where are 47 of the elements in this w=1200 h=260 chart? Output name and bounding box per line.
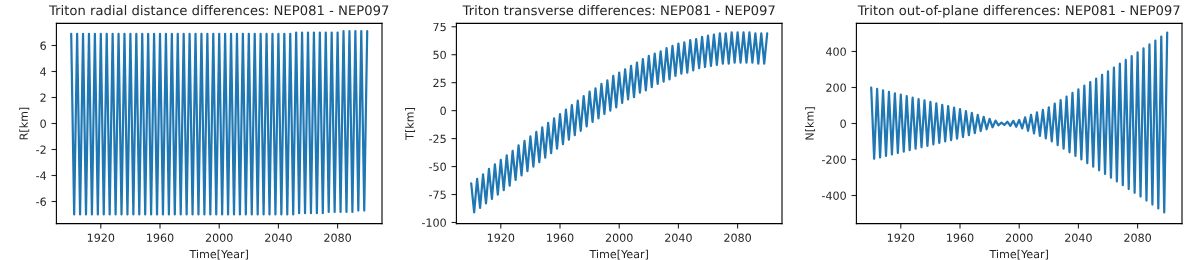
x-tick-label: 2080 — [324, 233, 351, 242]
x-tick-label: 1960 — [947, 233, 974, 242]
y-tick-label: 200 — [826, 83, 846, 92]
x-tick-label: 1960 — [147, 233, 174, 242]
y-tick-label: 2 — [40, 93, 46, 102]
y-tick-label: 4 — [40, 67, 47, 76]
x-axis-title: Time[Year] — [589, 249, 648, 260]
x-tick-label: 2000 — [1005, 233, 1033, 242]
x-axis-title: Time[Year] — [989, 249, 1048, 260]
y-tick-label: 25 — [433, 78, 446, 88]
x-axis-title: Time[Year] — [189, 249, 248, 260]
x-tick-label: 2040 — [665, 233, 692, 242]
x-tick-label: 1920 — [87, 233, 115, 242]
y-tick-label: -100 — [422, 218, 446, 227]
line-series — [470, 31, 769, 214]
y-tick-label: -50 — [429, 162, 446, 171]
x-tick-label: 2040 — [1065, 233, 1092, 242]
y-tick-label: 75 — [433, 22, 446, 32]
line-series — [870, 31, 1169, 214]
x-tick-label: 2080 — [724, 233, 751, 242]
y-axis-title: N[km] — [805, 107, 816, 140]
line-series — [70, 30, 369, 216]
chart-title: Triton out-of-plane differences: NEP081 - NEP097 — [857, 5, 1180, 18]
x-tick-label: 1920 — [487, 233, 515, 242]
x-tick-label: 2040 — [265, 233, 292, 242]
chart-title: Triton radial distance differences: NEP081 - NEP097 — [48, 5, 389, 16]
y-tick-label: -6 — [36, 197, 46, 206]
y-tick-label: 400 — [826, 47, 846, 56]
y-tick-label: 50 — [433, 50, 446, 60]
y-tick-label: -2 — [36, 145, 46, 154]
y-tick-label: -200 — [822, 155, 846, 164]
y-tick-label: -25 — [429, 134, 446, 143]
x-tick-label: 2080 — [1124, 233, 1151, 242]
y-axis-title: T[km] — [405, 108, 416, 140]
y-tick-label: 6 — [40, 41, 46, 50]
x-tick-label: 2000 — [205, 233, 233, 242]
y-tick-label: -400 — [822, 191, 846, 200]
x-tick-label: 1960 — [547, 233, 574, 242]
y-tick-label: 0 — [40, 119, 46, 128]
chart-title: Triton transverse differences: NEP081 - NEP097 — [462, 5, 775, 16]
y-axis-title: R[km] — [19, 107, 30, 140]
y-tick-label: -4 — [36, 171, 47, 180]
x-tick-label: 1920 — [887, 233, 915, 242]
x-tick-label: 2000 — [605, 233, 633, 242]
y-tick-label: -75 — [429, 190, 446, 199]
y-tick-label: 0 — [840, 119, 846, 128]
y-tick-label: 0 — [440, 106, 446, 116]
